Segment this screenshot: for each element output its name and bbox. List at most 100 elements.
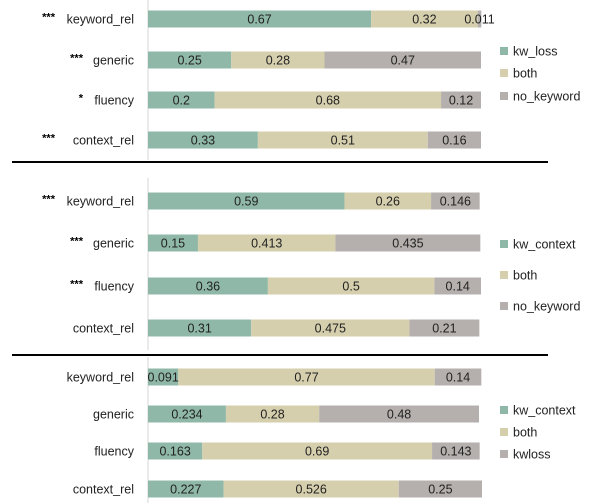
bar-segment-both-fluency (267, 277, 435, 295)
legend-swatch-no-keyword (500, 302, 508, 310)
bar-segment-both-context-rel (251, 319, 410, 337)
data-label: 0.32 (412, 13, 436, 27)
bar-segment-both-generic (231, 51, 325, 69)
data-label: 0.526 (296, 483, 327, 497)
significance-marker: *** (70, 279, 84, 291)
legend-label-kw-loss: kw_loss (513, 45, 557, 59)
bar-segment-no-keyword-generic (335, 234, 481, 252)
category-label-fluency: fluency (94, 445, 134, 459)
category-label-context-rel: context_rel (73, 483, 134, 497)
chart-panel-1: keyword_rel *** 0.67 0.32 0.011 generic *** 0.2… (42, 0, 580, 160)
data-label: 0.435 (392, 237, 423, 251)
category-label-keyword-rel: keyword_rel (67, 371, 134, 385)
data-label: 0.47 (391, 54, 415, 68)
data-label: 0.26 (376, 195, 400, 209)
legend-label-both: both (513, 67, 537, 81)
data-label: 0.28 (260, 408, 284, 422)
bar-segment-kw-loss-keyword-rel (148, 10, 372, 28)
bar-segment-no-keyword-keyword-rel (477, 10, 482, 28)
bar-segment-kw-loss-fluency (148, 91, 215, 109)
data-label: 0.14 (446, 280, 470, 294)
data-label: 0.69 (305, 445, 329, 459)
bar-segment-kw-loss-context-rel (148, 131, 258, 149)
significance-marker: * (79, 93, 84, 105)
legend-label-kw-context: kw_context (513, 238, 576, 252)
bar-segment-both-keyword-rel (371, 10, 478, 28)
category-label-generic: generic (93, 237, 134, 251)
bar-segment-no-keyword-keyword-rel (431, 192, 480, 210)
bar-segment-no-keyword-generic (324, 51, 481, 69)
significance-marker: *** (42, 12, 56, 24)
bar-segment-kw-context-fluency (148, 442, 203, 460)
data-label: 0.31 (187, 322, 211, 336)
legend-label-no-keyword: no_keyword (513, 300, 580, 314)
legend-swatch-no-keyword (500, 92, 508, 100)
bar-segment-kwloss-context-rel (398, 480, 482, 498)
bar-segment-both-generic (225, 405, 320, 423)
category-label-generic: generic (93, 408, 134, 422)
data-label: 0.14 (446, 371, 470, 385)
data-label: 0.234 (171, 408, 202, 422)
data-label: 0.48 (387, 408, 411, 422)
data-label: 0.143 (440, 445, 471, 459)
bar-segment-both-keyword-rel (344, 192, 432, 210)
bar-segment-both-context-rel (223, 480, 399, 498)
data-label: 0.36 (196, 280, 220, 294)
legend-swatch-kw-loss (500, 47, 508, 55)
legend-swatch-kw-context (500, 240, 508, 248)
bar-segment-kw-context-context-rel (148, 319, 252, 337)
legend-swatch-both (500, 271, 508, 279)
data-label: 0.77 (294, 371, 318, 385)
bar-segment-both-keyword-rel (178, 368, 435, 386)
legend-label-kw-context: kw_context (513, 404, 576, 418)
bar-segment-kw-context-keyword-rel (148, 192, 345, 210)
data-label: 0.15 (161, 237, 185, 251)
data-label: 0.28 (266, 54, 290, 68)
significance-marker: *** (42, 194, 56, 206)
bar-segment-no-keyword-fluency (441, 91, 481, 109)
chart-panel-3: keyword_rel 0.091 0.77 0.14 generic 0.234 0.28… (67, 357, 576, 503)
data-label: 0.68 (316, 94, 340, 108)
bar-segment-kw-loss-generic (148, 51, 232, 69)
bar-segment-kwloss-fluency (432, 442, 480, 460)
bar-segment-both-fluency (202, 442, 433, 460)
bar-segment-both-fluency (214, 91, 442, 109)
data-label: 0.163 (159, 445, 190, 459)
category-label-fluency: fluency (94, 280, 134, 294)
bar-segment-kw-context-keyword-rel (148, 368, 179, 386)
category-label-fluency: fluency (94, 94, 134, 108)
data-label: 0.146 (440, 195, 471, 209)
legend-label-both: both (513, 269, 537, 283)
data-label: 0.16 (442, 134, 466, 148)
data-label: 0.67 (247, 13, 271, 27)
bar-segment-no-keyword-fluency (434, 277, 481, 295)
significance-marker: *** (42, 133, 56, 145)
legend-swatch-kwloss (500, 450, 508, 458)
category-label-keyword-rel: keyword_rel (67, 13, 134, 27)
data-label: 0.011 (464, 13, 494, 27)
bar-segment-kwloss-generic (319, 405, 480, 423)
significance-marker: *** (70, 53, 84, 65)
data-label: 0.475 (315, 322, 346, 336)
data-label: 0.413 (251, 237, 282, 251)
legend-swatch-kw-context (500, 406, 508, 414)
category-label-keyword-rel: keyword_rel (67, 195, 134, 209)
bar-segment-kw-context-fluency (148, 277, 268, 295)
category-label-context-rel: context_rel (73, 322, 134, 336)
legend-swatch-both (500, 69, 508, 77)
data-label: 0.33 (191, 134, 215, 148)
legend-swatch-both (500, 428, 508, 436)
data-label: 0.091 (148, 371, 179, 385)
data-label: 0.25 (177, 54, 201, 68)
category-label-generic: generic (93, 54, 134, 68)
significance-marker: *** (70, 236, 84, 248)
data-label: 0.2 (173, 94, 190, 108)
data-label: 0.12 (449, 94, 473, 108)
data-label: 0.51 (331, 134, 355, 148)
legend-label-no-keyword: no_keyword (513, 90, 580, 104)
bar-segment-kwloss-keyword-rel (434, 368, 482, 386)
data-label: 0.227 (170, 483, 201, 497)
data-label: 0.25 (428, 483, 452, 497)
data-label: 0.59 (234, 195, 258, 209)
